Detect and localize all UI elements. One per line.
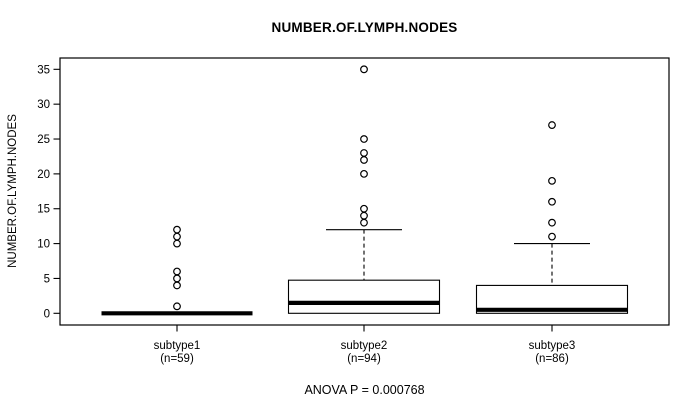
outlier-circle (360, 65, 368, 74)
outlier-circle (360, 135, 368, 143)
group-name: subtype2 (340, 340, 388, 352)
y-tick-label: 0 (44, 308, 50, 320)
group-label-subtype2: subtype2 (n=94) (294, 340, 434, 366)
group-n: (n=86) (535, 353, 569, 365)
y-tick-label: 25 (37, 134, 50, 146)
outlier-circle (548, 176, 556, 185)
outlier-circle (360, 218, 368, 227)
group-name: subtype3 (528, 340, 576, 352)
group-label-subtype3: subtype3 (n=86) (482, 340, 622, 366)
group-n: (n=94) (347, 353, 381, 365)
outlier-circle (360, 149, 368, 157)
box-subtype2 (287, 279, 441, 314)
y-tick-label: 15 (37, 204, 50, 216)
outlier-circle (548, 197, 556, 206)
outlier-circle (173, 274, 181, 283)
group-name: subtype1 (153, 340, 201, 352)
outlier-circle (173, 225, 181, 234)
outlier-circle (360, 211, 368, 220)
chart-title: NUMBER.OF.LYMPH.NODES (271, 20, 458, 35)
outlier-circle (173, 267, 181, 276)
outlier-circle (360, 156, 368, 164)
outlier-circle (173, 302, 181, 311)
outlier-circle (360, 204, 368, 213)
outlier-circle (173, 239, 181, 248)
outlier-circle (173, 232, 181, 241)
anova-annotation: ANOVA P = 0.000768 (304, 383, 425, 397)
outlier-circle (360, 169, 368, 178)
group-n: (n=59) (160, 353, 194, 365)
y-tick-label: 5 (44, 273, 50, 285)
y-tick-label: 30 (37, 99, 50, 111)
outlier-circle (548, 121, 556, 129)
y-tick-label: 10 (37, 239, 50, 251)
outlier-circle (548, 232, 556, 241)
outlier-circle (173, 281, 181, 290)
group-label-subtype1: subtype1 (n=59) (107, 340, 247, 366)
outlier-circle (548, 218, 556, 227)
y-tick-label: 20 (37, 169, 50, 181)
y-tick-label: 35 (37, 64, 50, 76)
